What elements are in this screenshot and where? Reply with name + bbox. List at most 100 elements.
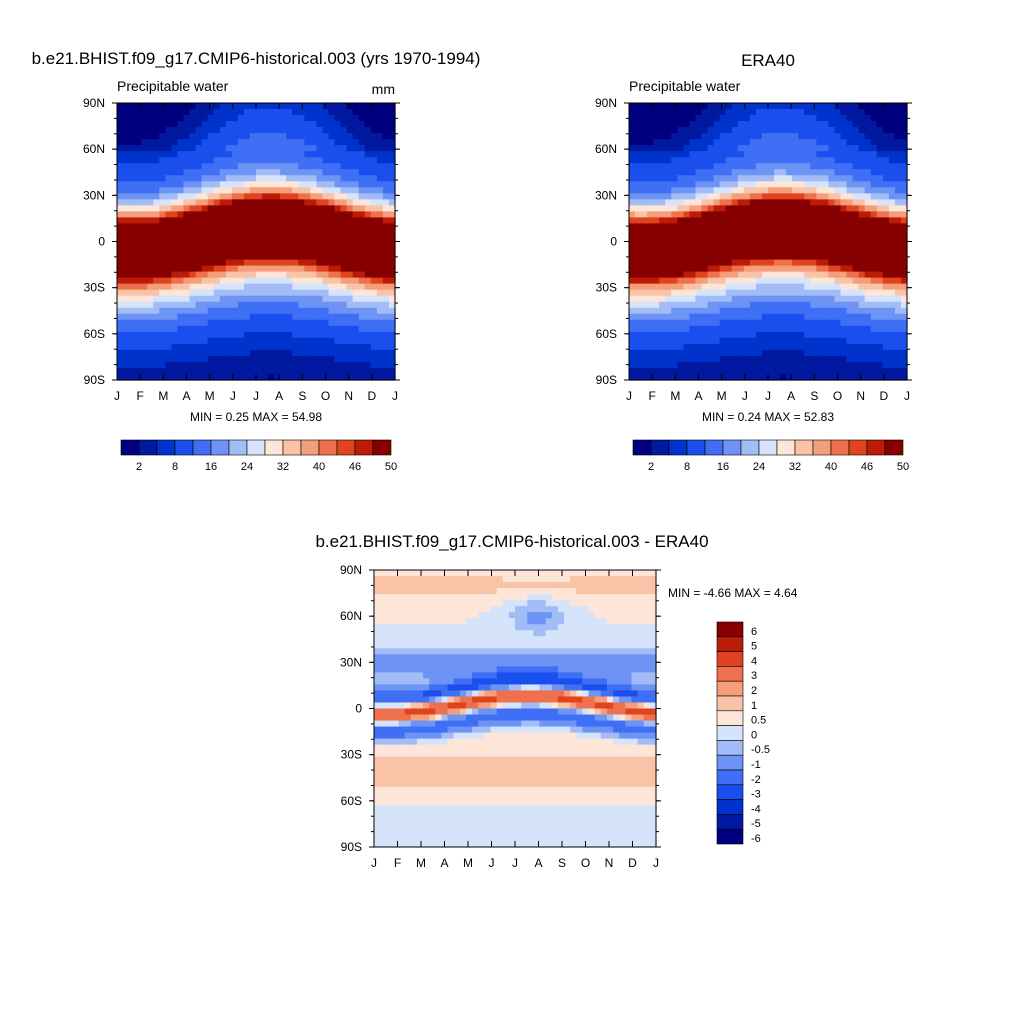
field-cell <box>207 187 215 194</box>
field-cell <box>386 648 393 655</box>
field-cell <box>370 313 378 321</box>
field-cell <box>798 217 805 225</box>
field-cell <box>416 714 424 722</box>
field-cell <box>388 307 396 315</box>
field-cell <box>840 271 848 279</box>
field-cell <box>386 624 393 631</box>
field-cell <box>834 241 842 249</box>
field-cell <box>792 271 799 279</box>
field-cell <box>816 295 823 303</box>
field-cell <box>410 768 418 776</box>
field-cell <box>852 265 860 273</box>
field-cell <box>386 816 393 824</box>
field-cell <box>183 169 191 176</box>
field-cell <box>410 690 418 698</box>
field-cell <box>201 181 209 188</box>
field-cell <box>876 103 884 110</box>
field-cell <box>653 349 660 357</box>
field-cell <box>804 139 811 146</box>
field-cell <box>231 109 239 116</box>
field-cell <box>135 229 142 237</box>
field-cell <box>834 265 842 273</box>
field-cell <box>274 151 281 158</box>
field-cell <box>725 367 733 375</box>
field-cell <box>701 121 709 128</box>
field-cell <box>117 247 124 255</box>
field-cell <box>707 373 715 381</box>
field-cell <box>189 259 197 267</box>
field-cell <box>410 780 418 788</box>
field-cell <box>894 145 902 152</box>
field-cell <box>201 277 209 285</box>
field-cell <box>852 325 860 333</box>
field-cell <box>677 343 684 351</box>
field-cell <box>183 211 191 219</box>
field-cell <box>629 343 636 351</box>
field-cell <box>647 319 654 327</box>
field-cell <box>876 157 884 164</box>
field-cell <box>298 157 305 164</box>
field-cell <box>713 289 721 297</box>
field-cell <box>310 331 318 339</box>
field-cell <box>410 600 418 607</box>
field-cell <box>364 247 372 255</box>
field-cell <box>858 337 866 345</box>
field-cell <box>280 193 287 200</box>
field-cell <box>346 199 354 206</box>
field-cell <box>195 373 203 381</box>
field-cell <box>629 247 636 255</box>
field-cell <box>316 349 324 357</box>
field-cell <box>310 109 318 116</box>
field-cell <box>804 253 811 261</box>
field-cell <box>340 163 348 170</box>
field-cell <box>388 163 396 170</box>
field-cell <box>280 121 287 128</box>
field-cell <box>358 121 366 128</box>
field-cell <box>189 373 197 381</box>
field-cell <box>900 187 908 194</box>
field-cell <box>316 355 324 363</box>
field-cell <box>798 229 805 237</box>
field-cell <box>749 277 757 285</box>
field-cell <box>171 205 179 212</box>
field-cell <box>822 133 830 140</box>
field-cell <box>171 367 179 375</box>
field-cell <box>822 211 830 219</box>
field-cell <box>653 295 660 303</box>
field-cell <box>683 121 691 128</box>
field-cell <box>416 684 424 692</box>
field-cell <box>129 301 136 309</box>
field-cell <box>352 229 360 237</box>
field-cell <box>743 331 751 339</box>
x-tick-label: D <box>879 389 888 403</box>
field-cell <box>416 690 424 698</box>
field-cell <box>219 163 227 170</box>
field-cell <box>189 361 197 369</box>
field-cell <box>404 696 412 704</box>
colorbar-swatch <box>722 439 742 456</box>
field-cell <box>689 247 697 255</box>
x-tick-label: S <box>298 389 306 403</box>
field-cell <box>386 696 393 704</box>
field-cell <box>671 331 678 339</box>
field-cell <box>249 235 257 243</box>
field-cell <box>834 325 842 333</box>
field-cell <box>262 301 269 309</box>
field-cell <box>701 181 709 188</box>
field-cell <box>123 307 130 315</box>
field-cell <box>358 319 366 327</box>
field-cell <box>792 133 799 140</box>
field-cell <box>286 133 293 140</box>
field-cell <box>286 241 293 249</box>
field-cell <box>380 636 387 643</box>
field-cell <box>286 121 293 128</box>
field-cell <box>358 205 366 212</box>
x-tick-label: F <box>136 389 143 403</box>
field-cell <box>358 259 366 267</box>
field-cell <box>159 211 166 219</box>
field-cell <box>828 325 836 333</box>
field-cell <box>376 223 384 231</box>
field-cell <box>298 313 305 321</box>
field-cell <box>701 325 709 333</box>
field-cell <box>852 223 860 231</box>
